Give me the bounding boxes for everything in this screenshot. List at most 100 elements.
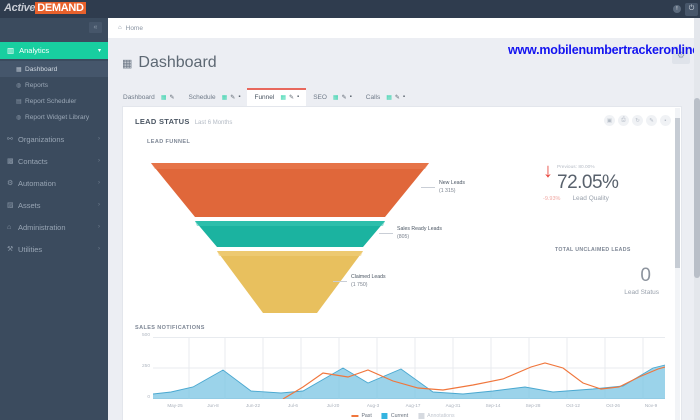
pencil-icon[interactable]: ✎	[394, 94, 400, 101]
dashboard-icon: ▦	[16, 66, 22, 73]
sidebar-item-label: Contacts	[18, 156, 48, 166]
widget-scrollbar-thumb[interactable]	[675, 118, 680, 268]
sidebar-item-label: Utilities	[18, 244, 43, 254]
brand-name-bold: DEMAND	[35, 2, 86, 14]
tab-dashboard[interactable]: Dashboard ▦ ✎	[116, 88, 182, 106]
close-icon[interactable]: ▪	[349, 94, 352, 100]
main-content: ⌂ Home ▦ Dashboard ⚙ Dashboard ▦ ✎ Sched…	[108, 18, 700, 420]
funnel-label-new-leads: New Leads (1 315)	[439, 180, 465, 195]
chevron-right-icon: ›	[98, 224, 100, 230]
sidebar-item-reports[interactable]: ◍ Reports	[0, 77, 108, 93]
page-title: Dashboard	[138, 54, 217, 71]
sidebar-section-analytics[interactable]: ▥ Analytics ▾	[0, 42, 108, 59]
wrench-icon: ⚒	[7, 246, 14, 253]
funnel-segment-sales-ready-leads[interactable]	[195, 221, 385, 247]
funnel-segment-new-leads[interactable]	[151, 163, 429, 217]
legend-item-current[interactable]: Current	[381, 413, 409, 419]
x-axis-tick: Oct-12	[566, 403, 580, 408]
pencil-icon[interactable]: ✎	[230, 94, 236, 101]
sidebar-collapse-icon[interactable]: «	[89, 22, 102, 33]
dashboard-icon: ▦	[122, 57, 133, 70]
chevron-right-icon: ›	[98, 136, 100, 142]
sidebar-item-automation[interactable]: ⚙ Automation ›	[0, 172, 108, 194]
x-axis-tick: Aug-31	[445, 403, 461, 408]
gear-icon[interactable]: ⚙	[672, 46, 690, 64]
tab-calls[interactable]: Calls ▦ ✎ ▪	[359, 88, 412, 106]
refresh-icon[interactable]: ↻	[632, 115, 643, 126]
sidebar-item-label: Dashboard	[25, 65, 58, 73]
chart-icon[interactable]: ▦	[386, 94, 392, 101]
notification-badge[interactable]: !	[673, 5, 681, 13]
home-icon: ⌂	[118, 25, 122, 31]
chart-icon[interactable]: ▦	[221, 94, 228, 101]
funnel-stage-name: New Leads	[439, 180, 465, 186]
pencil-icon[interactable]: ✎	[341, 94, 347, 101]
kpi-delta: -9.93%	[543, 195, 561, 202]
close-icon[interactable]: ▪	[297, 94, 300, 100]
pencil-icon[interactable]: ✎	[289, 94, 295, 101]
tab-bar: Dashboard ▦ ✎ Schedule ▦ ✎ ▪ Funnel ▦ ✎ …	[108, 88, 700, 106]
widget-scrollbar[interactable]	[675, 108, 680, 420]
page-scrollbar-thumb[interactable]	[694, 98, 700, 278]
tab-seo[interactable]: SEO ▦ ✎ ▪	[306, 88, 359, 106]
legend-label: Current	[390, 413, 409, 419]
breadcrumb-label[interactable]: Home	[125, 24, 143, 32]
x-axis-tick: Nov-9	[644, 403, 658, 408]
page-scrollbar[interactable]	[694, 18, 700, 420]
sidebar-item-label: Report Scheduler	[25, 97, 77, 105]
funnel-segment-claimed-leads[interactable]	[217, 251, 363, 313]
funnel-stage-name: Sales Ready Leads	[397, 226, 442, 232]
chevron-right-icon: ›	[98, 158, 100, 164]
watermark-text: www.mobilenumbertrackeronline.com	[508, 43, 700, 57]
widget-subtitle: Last 6 Months	[194, 120, 233, 126]
sidebar-section-label: Analytics	[19, 46, 50, 55]
sidebar-item-contacts[interactable]: ▩ Contacts ›	[0, 150, 108, 172]
tab-funnel[interactable]: Funnel ▦ ✎ ▪	[247, 88, 307, 106]
brand-logo[interactable]: Active DEMAND	[4, 1, 86, 15]
kpi-previous-label: Previous: 80.00%	[557, 165, 595, 170]
chart-plot-area	[152, 337, 666, 400]
chart-icon[interactable]: ▦	[160, 94, 167, 101]
lead-funnel-section-label: LEAD FUNNEL	[147, 139, 191, 145]
chart-series-past-line	[282, 362, 666, 400]
power-icon[interactable]: ⏻	[685, 2, 698, 16]
x-axis-tick: Jun-22	[245, 403, 261, 408]
sidebar-item-utilities[interactable]: ⚒ Utilities ›	[0, 238, 108, 260]
tab-schedule[interactable]: Schedule ▦ ✎ ▪	[182, 88, 248, 106]
x-axis-tick: Jul-6	[288, 403, 298, 408]
sidebar-item-label: Organizations	[18, 134, 65, 144]
x-axis-tick: May-25	[167, 403, 183, 408]
x-axis-tick: Jun-8	[207, 403, 219, 408]
legend-item-annotations[interactable]: Annotations	[418, 413, 455, 419]
pencil-icon[interactable]: ✎	[169, 94, 175, 101]
print-icon[interactable]: ⎙	[618, 115, 629, 126]
close-icon[interactable]: ▪	[402, 94, 406, 100]
chart-svg	[152, 337, 666, 400]
legend-item-past[interactable]: Past	[351, 413, 372, 419]
widget-title: LEAD STATUS	[135, 117, 190, 126]
chevron-down-icon: ▾	[97, 48, 101, 54]
sidebar-item-label: Reports	[25, 81, 49, 89]
sidebar-item-administration[interactable]: ⌂ Administration ›	[0, 216, 108, 238]
lead-funnel-chart	[141, 155, 441, 320]
unclaimed-leads-label: TOTAL UNCLAIMED LEADS	[555, 247, 631, 253]
automation-icon: ⚙	[7, 180, 14, 187]
close-icon[interactable]: ▪	[238, 94, 241, 100]
sidebar-item-report-scheduler[interactable]: ▤ Report Scheduler	[0, 93, 108, 109]
unclaimed-leads-caption: Lead Status	[624, 289, 659, 296]
sidebar-item-assets[interactable]: ▨ Assets ›	[0, 194, 108, 216]
save-icon[interactable]: ▣	[604, 115, 615, 126]
chart-icon[interactable]: ▦	[280, 94, 287, 101]
x-axis-tick: Aug-17	[405, 403, 421, 408]
breadcrumb: ⌂ Home	[108, 18, 700, 38]
sidebar-item-organizations[interactable]: ⚯ Organizations ›	[0, 128, 108, 150]
sidebar-item-label: Automation	[18, 178, 56, 188]
y-axis-tick: 500	[141, 333, 150, 338]
sidebar-item-report-widget-library[interactable]: ◍ Report Widget Library	[0, 109, 108, 125]
chart-legend: Past Current Annotations	[351, 413, 455, 419]
edit-icon[interactable]: ✎	[646, 115, 657, 126]
sidebar-item-dashboard[interactable]: ▦ Dashboard	[0, 61, 108, 77]
close-icon[interactable]: ▪	[660, 115, 671, 126]
chart-icon[interactable]: ▦	[332, 94, 339, 101]
